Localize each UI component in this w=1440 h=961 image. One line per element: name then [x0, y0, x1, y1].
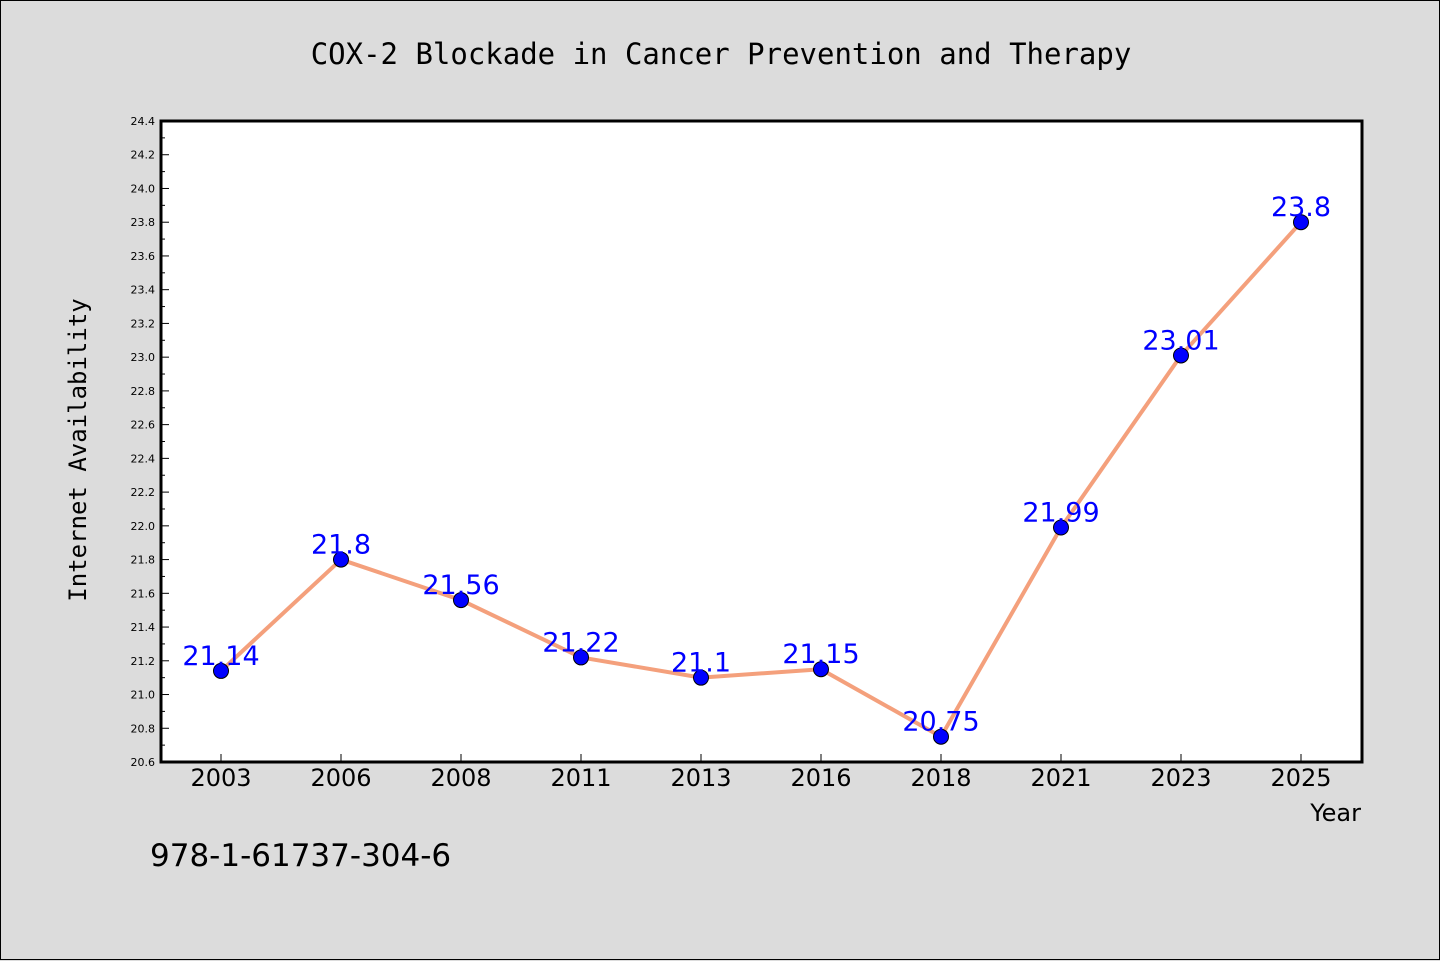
x-tick-label: 2006: [310, 764, 371, 792]
x-tick-label: 2021: [1030, 764, 1091, 792]
data-point: [333, 551, 349, 568]
x-tick-label: 2011: [550, 764, 611, 792]
x-axis: 2003 2006 2008 2011 2013 2016 2018 2021 2023 2025: [190, 754, 1332, 792]
data-point: [1053, 519, 1069, 536]
y-tick-label: 23.2: [131, 317, 156, 330]
series-line: [219, 220, 1303, 739]
data-label: 21.8: [311, 530, 371, 561]
data-point: [213, 662, 229, 679]
y-tick-label: 23.4: [131, 284, 156, 297]
data-point: [1293, 214, 1309, 231]
y-tick-label: 22.6: [131, 419, 156, 432]
y-tick-label: 22.8: [131, 385, 156, 398]
x-tick-label: 2003: [190, 764, 251, 792]
data-label: 21.1: [671, 648, 731, 679]
x-tick-label: 2008: [430, 764, 491, 792]
x-tick-label: 2016: [790, 764, 851, 792]
data-point: [573, 649, 589, 666]
y-tick-label: 22.4: [131, 452, 156, 465]
data-point: [933, 728, 949, 745]
y-tick-label: 20.8: [131, 722, 156, 735]
data-label: 20.75: [902, 707, 979, 738]
data-point: [453, 592, 469, 609]
y-tick-label: 24.0: [131, 182, 156, 195]
y-tick-label: 24.2: [131, 149, 156, 162]
y-tick-label: 23.8: [131, 216, 156, 229]
y-tick-label: 22.2: [131, 486, 156, 499]
data-label: 21.22: [542, 627, 619, 658]
data-label: 23.01: [1142, 325, 1219, 356]
y-tick-label: 20.6: [131, 756, 156, 769]
x-tick-label: 2018: [910, 764, 971, 792]
chart-title: COX-2 Blockade in Cancer Prevention and …: [311, 37, 1132, 71]
y-tick-label: 21.4: [131, 621, 156, 634]
plot-area: [159, 119, 1364, 764]
y-tick-label: 22.0: [131, 520, 156, 533]
data-label: 21.99: [1022, 498, 1099, 529]
x-tick-label: 2023: [1150, 764, 1211, 792]
data-point: [693, 669, 709, 686]
x-axis-label: Year: [1309, 799, 1361, 827]
y-tick-label: 21.8: [131, 554, 156, 567]
y-axis-label: Internet Availability: [64, 298, 92, 601]
data-series: 21.14 21.8 21.56 21.22 21.1 21.15 20.75 21.99 23…: [182, 192, 1331, 745]
y-tick-label: 21.6: [131, 587, 156, 600]
data-label: 23.8: [1271, 192, 1331, 223]
data-point: [813, 661, 829, 678]
y-tick-label: 21.2: [131, 655, 156, 668]
y-tick-label: 21.0: [131, 689, 156, 702]
y-tick-label: 23.6: [131, 250, 156, 263]
footer-isbn: 978-1-61737-304-6: [150, 838, 451, 874]
data-label: 21.15: [782, 639, 859, 670]
y-tick-label: 23.0: [131, 351, 156, 364]
x-tick-label: 2013: [670, 764, 731, 792]
data-label: 21.56: [422, 570, 499, 601]
y-tick-label: 24.4: [131, 115, 156, 128]
y-axis: 20.6 20.8 21.0 21.2 21.4 21.6 21.8 22.0 22.2 22.4…: [131, 115, 169, 769]
x-tick-label: 2025: [1270, 764, 1331, 792]
data-label: 21.14: [182, 641, 259, 672]
data-point: [1173, 347, 1189, 364]
